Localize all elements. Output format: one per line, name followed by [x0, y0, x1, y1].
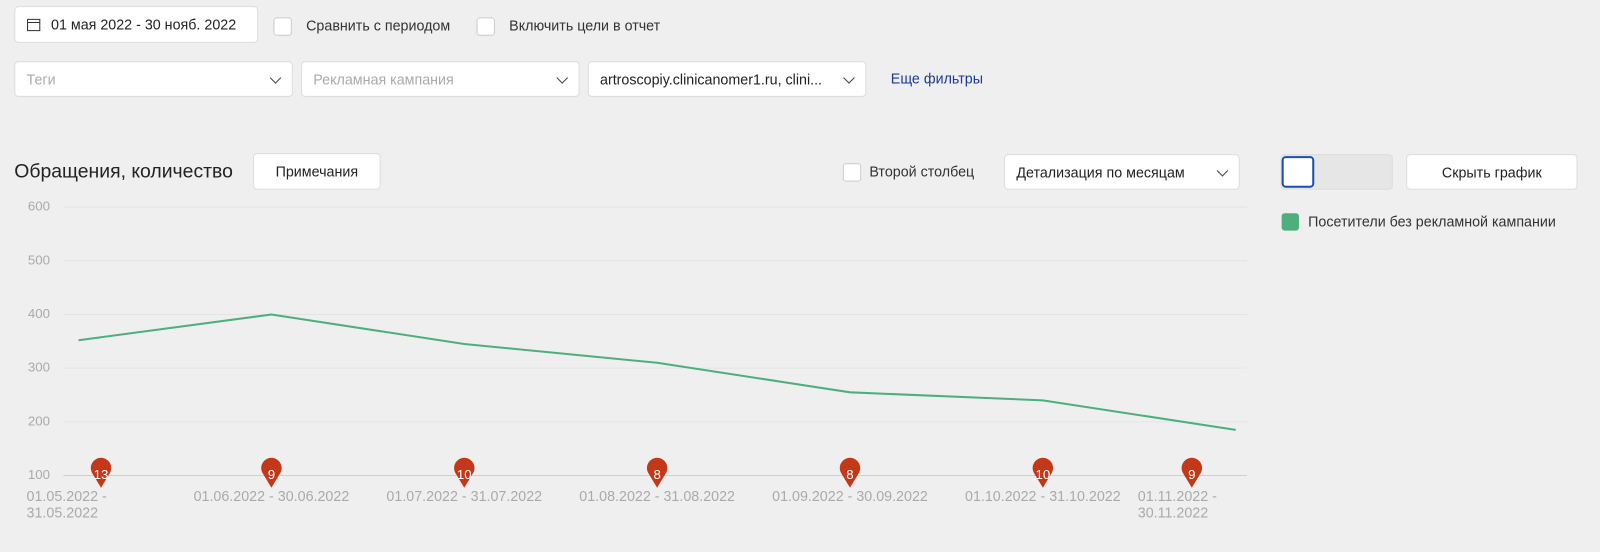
legend-checkbox[interactable] [1281, 213, 1299, 231]
x-tick-label: 01.07.2022 - 31.07.2022 [386, 487, 543, 505]
note-pin[interactable] [454, 457, 475, 488]
x-tick-label: 01.06.2022 - 30.06.2022 [193, 487, 350, 505]
note-count: 9 [268, 467, 275, 482]
checkbox[interactable] [273, 17, 292, 36]
note-marker: 8 [646, 457, 668, 488]
note-marker: 9 [261, 457, 282, 488]
chart-title: Обращения, количество [14, 161, 233, 183]
note-count: 10 [457, 467, 472, 482]
y-tick-label: 600 [28, 199, 50, 214]
note-pin[interactable] [90, 457, 112, 488]
note-pin[interactable] [646, 457, 668, 488]
button-label: Примечания [275, 163, 359, 180]
hide-chart-button[interactable]: Скрыть график [1406, 154, 1578, 190]
x-tick-label: 01.10.2022 - 31.10.2022 [964, 487, 1121, 505]
x-tick-label: 01.11.2022 - 30.11.2022 [1137, 487, 1217, 521]
button-label: Скрыть график [1441, 163, 1542, 181]
y-tick-label: 300 [28, 360, 50, 375]
goals-label: Включить цели в отчет [509, 17, 661, 34]
note-count: 8 [846, 467, 853, 482]
line-chart-button[interactable] [1281, 156, 1315, 188]
y-tick-label: 500 [28, 252, 50, 267]
notes-button[interactable]: Примечания [253, 153, 381, 190]
date-picker[interactable]: 01 мая 2022 - 30 нояб. 2022 [14, 6, 259, 43]
selected: Детализация по месяцам [1016, 163, 1185, 181]
compare-label: Сравнить с периодом [306, 17, 451, 34]
y-tick-label: 200 [28, 413, 50, 428]
more-filters[interactable]: Еще фильтры [890, 70, 983, 87]
note-count: 13 [94, 467, 109, 482]
site-select[interactable]: artroscopiy.clinicanomer1.ru, clini... [587, 61, 867, 97]
checkbox[interactable] [476, 17, 495, 36]
x-tick-label: 01.09.2022 - 30.09.2022 [772, 487, 928, 505]
note-count: 8 [653, 467, 660, 482]
placeholder: Теги [26, 70, 56, 88]
detail-select[interactable]: Детализация по месяцам [1004, 154, 1240, 190]
note-marker: 9 [1181, 457, 1203, 488]
note-pin[interactable] [1181, 457, 1203, 488]
placeholder: Рекламная кампания [313, 70, 454, 88]
note-pin[interactable] [839, 457, 861, 488]
checkbox[interactable] [842, 163, 862, 182]
note-marker: 13 [90, 457, 112, 488]
note-pin[interactable] [1032, 457, 1054, 488]
note-marker: 8 [839, 457, 861, 488]
chart-type-switch [1280, 154, 1393, 190]
note-pin[interactable] [261, 457, 282, 488]
campaign-select[interactable]: Рекламная кампания [301, 61, 580, 97]
x-tick-label: 01.08.2022 - 31.08.2022 [579, 487, 735, 505]
note-count: 9 [1188, 467, 1195, 482]
y-tick-label: 400 [28, 306, 50, 321]
tags-select[interactable]: Теги [14, 61, 293, 97]
date-range: 01 мая 2022 - 30 нояб. 2022 [51, 16, 237, 33]
legend-entry[interactable]: Посетители без рекламной кампании [1308, 213, 1556, 230]
second-column-label: Второй столбец [869, 163, 975, 180]
y-tick-label: 100 [28, 467, 50, 482]
line [78, 313, 1236, 431]
x-tick-label: 01.05.2022 - 31.05.2022 [26, 487, 107, 521]
note-marker: 10 [1032, 457, 1054, 488]
selected-site: artroscopiy.clinicanomer1.ru, clini... [599, 70, 823, 88]
calendar-icon [27, 18, 41, 32]
note-marker: 10 [454, 457, 475, 488]
note-count: 10 [1035, 467, 1050, 482]
